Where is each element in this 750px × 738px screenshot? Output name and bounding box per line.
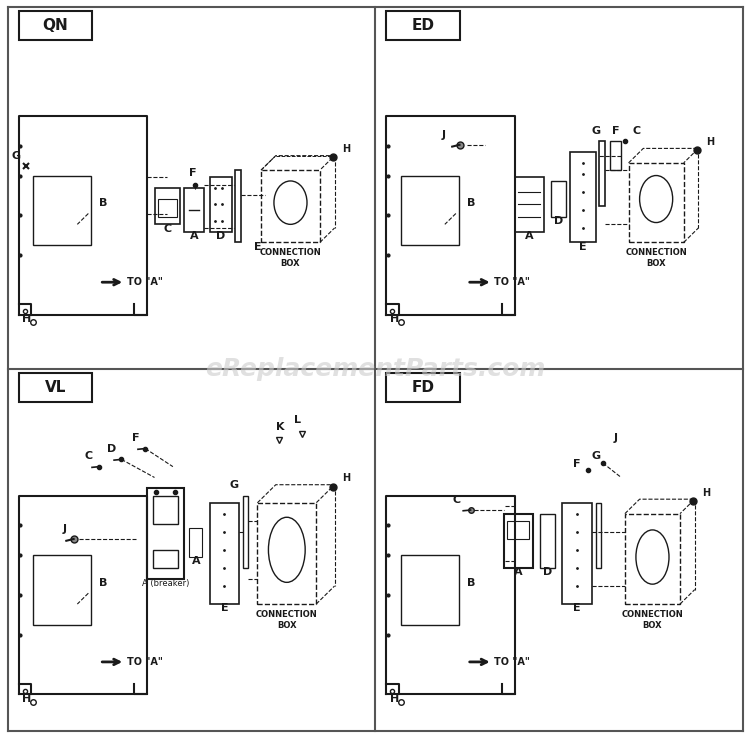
Text: G: G — [592, 126, 601, 136]
Text: H: H — [342, 144, 350, 154]
Text: CONNECTION: CONNECTION — [626, 248, 687, 257]
Bar — [190, 528, 202, 557]
Bar — [243, 496, 248, 568]
Bar — [209, 177, 232, 232]
Text: D: D — [216, 231, 225, 241]
Text: H: H — [390, 694, 399, 704]
Bar — [153, 496, 178, 525]
Text: D: D — [543, 567, 552, 577]
Text: H: H — [390, 314, 399, 324]
Text: TO "A": TO "A" — [127, 657, 163, 667]
Bar — [386, 373, 460, 401]
Text: QN: QN — [43, 18, 68, 33]
Text: CONNECTION: CONNECTION — [256, 610, 318, 618]
Text: A: A — [514, 567, 523, 577]
Text: H: H — [702, 488, 710, 497]
Text: TO "A": TO "A" — [127, 277, 163, 287]
Text: F: F — [133, 433, 140, 444]
Bar — [236, 170, 241, 242]
Bar — [158, 199, 176, 217]
Text: A (breaker): A (breaker) — [142, 579, 189, 588]
Bar — [628, 163, 684, 242]
Bar — [261, 170, 320, 242]
Text: H: H — [22, 314, 32, 324]
Bar — [209, 503, 239, 604]
Bar — [551, 181, 566, 217]
Text: D: D — [106, 444, 116, 454]
Text: C: C — [452, 494, 460, 505]
Text: H: H — [22, 694, 32, 704]
Text: D: D — [554, 216, 563, 227]
Text: H: H — [342, 473, 350, 483]
Text: B: B — [466, 199, 476, 208]
Text: B: B — [466, 578, 476, 588]
Text: BOX: BOX — [280, 259, 300, 268]
Text: G: G — [230, 480, 239, 490]
Text: B: B — [99, 578, 108, 588]
Bar — [400, 176, 458, 245]
Text: C: C — [164, 224, 172, 234]
Text: VL: VL — [44, 379, 66, 395]
Text: BOX: BOX — [646, 259, 666, 268]
Text: A: A — [192, 556, 200, 566]
Text: L: L — [294, 415, 302, 425]
Text: C: C — [85, 452, 93, 461]
Text: J: J — [62, 524, 67, 534]
Bar — [504, 514, 533, 568]
Bar — [33, 176, 91, 245]
Text: FD: FD — [411, 379, 434, 395]
Bar — [154, 188, 180, 224]
Text: BOX: BOX — [643, 621, 662, 630]
Text: F: F — [612, 126, 620, 136]
Text: G: G — [592, 452, 601, 461]
Text: TO "A": TO "A" — [494, 657, 530, 667]
Bar — [599, 141, 604, 206]
Bar — [400, 555, 458, 625]
Text: CONNECTION: CONNECTION — [622, 610, 683, 618]
Bar — [19, 11, 92, 40]
Text: E: E — [573, 603, 581, 613]
Text: G: G — [11, 151, 20, 162]
Text: A: A — [190, 231, 198, 241]
Bar — [19, 373, 92, 401]
Text: ED: ED — [411, 18, 434, 33]
Bar — [184, 188, 204, 232]
Text: K: K — [276, 422, 284, 432]
Text: F: F — [190, 168, 197, 178]
Bar — [257, 503, 316, 604]
Text: H: H — [706, 137, 714, 147]
Text: E: E — [220, 603, 228, 613]
Text: TO "A": TO "A" — [494, 277, 530, 287]
Text: F: F — [574, 458, 581, 469]
Text: J: J — [441, 130, 446, 139]
Bar — [610, 141, 621, 170]
Text: E: E — [579, 241, 586, 252]
Bar — [625, 514, 680, 604]
Text: eReplacementParts.com: eReplacementParts.com — [205, 357, 545, 381]
Bar — [514, 177, 544, 232]
Text: E: E — [254, 241, 261, 252]
Text: A: A — [525, 231, 534, 241]
Bar — [540, 514, 555, 568]
Bar — [147, 489, 184, 579]
Bar — [596, 503, 601, 568]
Text: B: B — [99, 199, 108, 208]
Bar — [562, 503, 592, 604]
Bar — [570, 152, 596, 242]
Text: BOX: BOX — [277, 621, 296, 630]
Bar — [33, 555, 91, 625]
Text: J: J — [614, 433, 618, 444]
Bar — [386, 11, 460, 40]
Text: C: C — [632, 126, 640, 136]
Bar — [507, 521, 530, 539]
Text: CONNECTION: CONNECTION — [260, 248, 321, 257]
Bar — [153, 550, 178, 568]
